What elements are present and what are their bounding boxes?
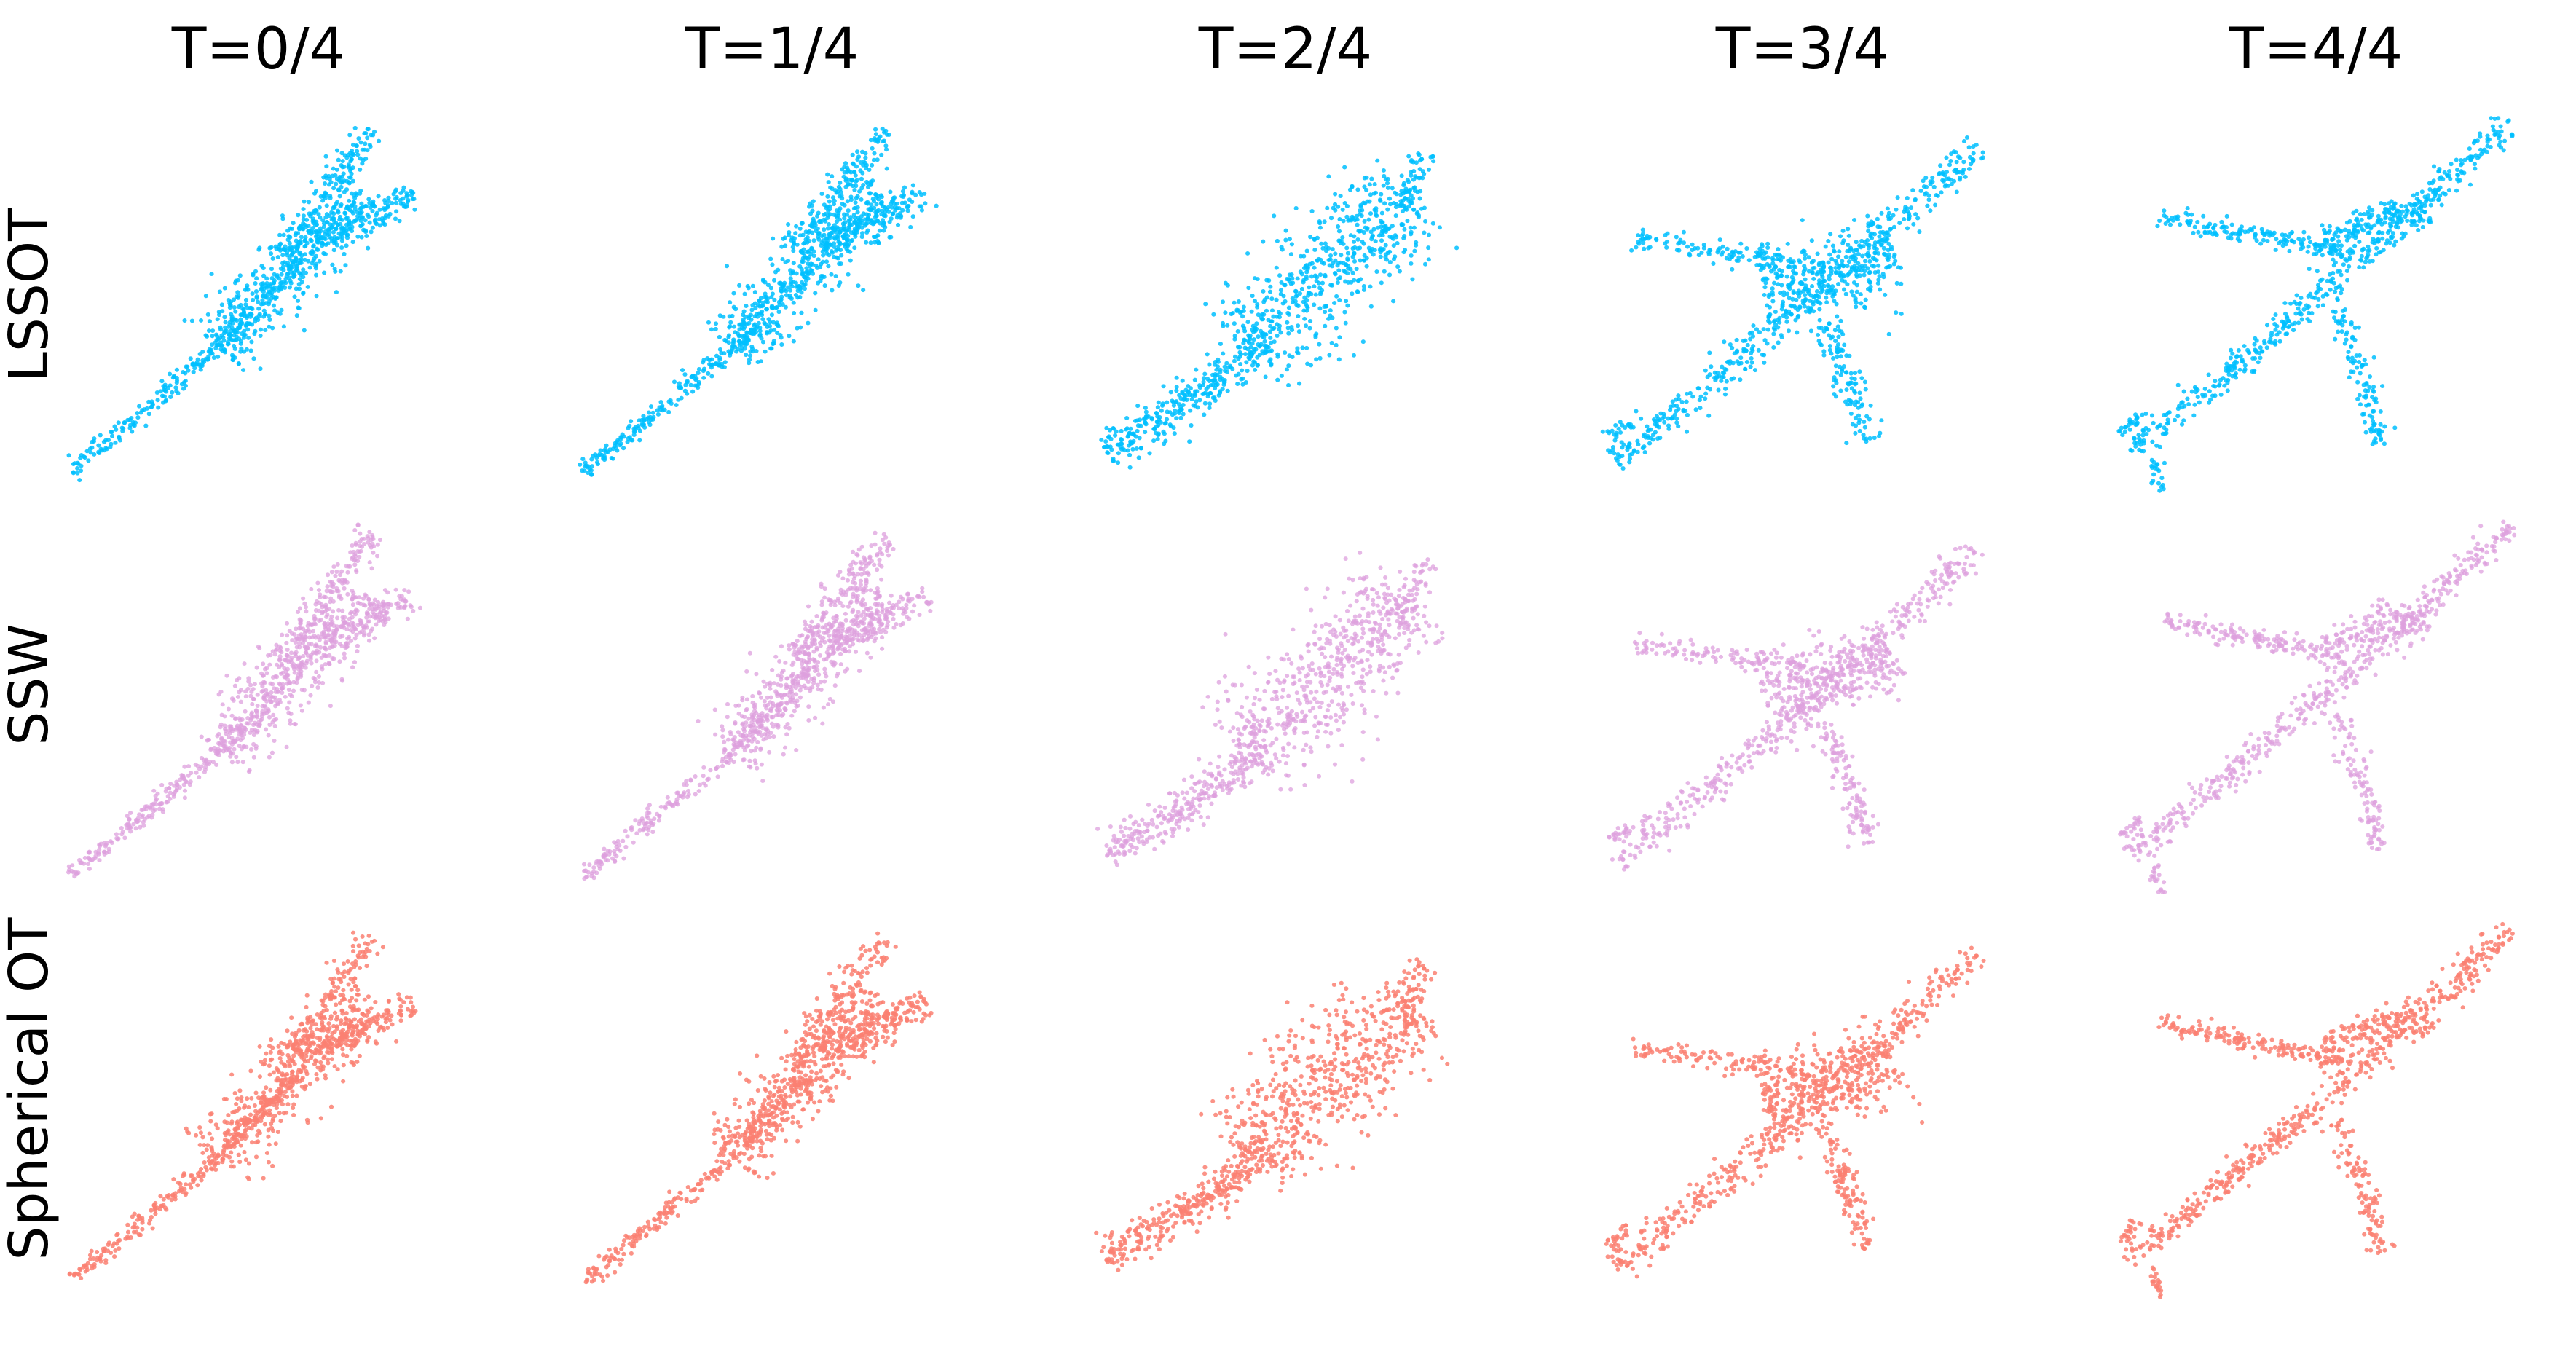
point-cloud-panel xyxy=(568,106,976,499)
point-cloud-panel xyxy=(568,914,976,1307)
column-title-t0: T=0/4 xyxy=(171,17,346,82)
point-cloud-panel xyxy=(55,510,462,903)
point-cloud-panel xyxy=(568,510,976,903)
point-cloud xyxy=(1607,544,1985,872)
point-cloud xyxy=(1094,957,1450,1272)
row-label-ssw: SSW xyxy=(0,623,60,746)
point-cloud xyxy=(66,125,417,483)
point-cloud xyxy=(67,930,418,1280)
point-cloud xyxy=(578,126,939,477)
point-cloud xyxy=(66,522,423,879)
point-cloud-panel xyxy=(2112,914,2520,1307)
point-cloud-panel xyxy=(55,914,462,1307)
point-cloud-panel xyxy=(2112,106,2520,499)
point-cloud-panel xyxy=(1599,914,2006,1307)
point-cloud-panel xyxy=(2112,510,2520,903)
point-cloud xyxy=(1600,135,1985,471)
column-title-t2: T=2/4 xyxy=(1198,17,1373,82)
point-cloud xyxy=(581,530,934,881)
column-title-t3: T=3/4 xyxy=(1715,17,1890,82)
point-cloud xyxy=(1099,151,1460,470)
column-title-t4: T=4/4 xyxy=(2229,17,2403,82)
point-cloud-panel xyxy=(1599,106,2006,499)
point-cloud xyxy=(1604,945,1986,1279)
point-cloud xyxy=(2116,116,2515,493)
point-cloud xyxy=(2118,921,2515,1299)
point-cloud-panel xyxy=(55,106,462,499)
point-cloud-panel xyxy=(1082,914,1489,1307)
column-title-t1: T=1/4 xyxy=(685,17,859,82)
point-cloud-panel xyxy=(1599,510,2006,903)
point-cloud xyxy=(2118,519,2517,894)
point-cloud xyxy=(1095,550,1445,867)
point-cloud xyxy=(583,931,934,1285)
row-label-lssot: LSSOT xyxy=(0,208,60,382)
row-label-spherical-ot: Spherical OT xyxy=(0,917,60,1261)
point-cloud-panel xyxy=(1082,510,1489,903)
point-cloud-panel xyxy=(1082,106,1489,499)
